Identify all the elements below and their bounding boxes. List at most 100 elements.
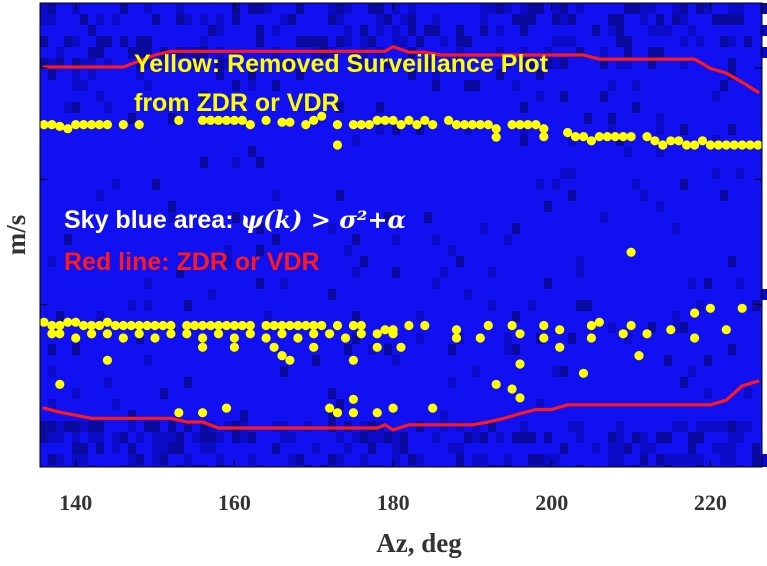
background-cell — [216, 58, 224, 69]
background-cell — [568, 135, 576, 146]
background-cell — [568, 36, 576, 47]
background-cell — [472, 432, 480, 443]
background-cell — [104, 102, 112, 113]
data-point — [174, 408, 184, 418]
background-cell — [400, 14, 408, 25]
background-cell — [664, 355, 672, 366]
background-cell — [496, 69, 504, 80]
background-cell — [240, 410, 248, 421]
data-point — [63, 317, 73, 327]
data-point — [372, 342, 382, 352]
data-point — [459, 120, 470, 130]
background-cell — [728, 443, 736, 454]
background-cell — [656, 432, 664, 443]
background-cell — [464, 124, 472, 135]
data-point — [404, 320, 414, 331]
background-cell — [648, 443, 656, 454]
background-cell — [304, 36, 312, 47]
background-cell — [200, 465, 208, 467]
data-point — [515, 329, 525, 339]
background-cell — [336, 454, 344, 465]
background-cell — [168, 443, 176, 454]
background-cell — [176, 267, 184, 278]
data-point — [269, 342, 279, 352]
background-cell — [288, 454, 296, 465]
background-cell — [376, 25, 384, 36]
background-cell — [120, 3, 128, 14]
background-cell — [432, 278, 440, 289]
background-cell — [464, 289, 472, 300]
background-cell — [48, 432, 56, 443]
background-cell — [512, 80, 520, 91]
x-tick-label: 180 — [377, 490, 410, 515]
background-cell — [536, 454, 544, 465]
background-cell — [688, 432, 696, 443]
background-cell — [56, 421, 64, 432]
background-cell — [80, 58, 88, 69]
background-cell — [424, 212, 432, 223]
data-point — [428, 120, 438, 130]
background-cell — [608, 80, 616, 91]
background-cell — [352, 333, 360, 344]
background-cell — [168, 421, 176, 432]
background-cell — [128, 443, 136, 454]
background-cell — [56, 311, 64, 322]
background-cell — [616, 14, 624, 25]
data-point — [198, 333, 208, 343]
background-cell — [184, 14, 192, 25]
data-point — [317, 111, 327, 121]
background-cell — [184, 377, 192, 388]
background-cell — [688, 366, 696, 377]
x-tick-label: 140 — [59, 490, 92, 515]
data-point — [245, 320, 255, 331]
data-point — [332, 120, 343, 130]
background-cell — [112, 399, 120, 410]
background-cell — [232, 212, 240, 223]
background-cell — [672, 421, 680, 432]
background-cell — [128, 300, 136, 311]
background-cell — [640, 432, 648, 443]
background-cell — [360, 465, 368, 467]
background-cell — [152, 14, 160, 25]
background-cell — [304, 465, 312, 467]
background-cell — [40, 14, 48, 25]
background-cell — [160, 454, 168, 465]
background-cell — [128, 113, 136, 124]
yellow-points — [39, 111, 763, 418]
background-cell — [472, 465, 480, 467]
background-cell — [48, 69, 56, 80]
data-point — [348, 320, 358, 331]
background-cell — [656, 14, 664, 25]
background-cell — [248, 146, 256, 157]
background-cell — [568, 190, 576, 201]
background-cell — [440, 410, 448, 421]
background-cell — [584, 300, 592, 311]
data-point — [245, 329, 255, 339]
background-cell — [480, 14, 488, 25]
data-point — [237, 320, 247, 331]
background-cell — [400, 432, 408, 443]
background-cell — [608, 124, 616, 135]
data-point — [634, 351, 644, 361]
data-point — [721, 325, 731, 335]
background-cell — [616, 443, 624, 454]
data-point — [47, 320, 57, 331]
background-cell — [544, 432, 552, 443]
background-cell — [560, 14, 568, 25]
background-cell — [624, 443, 632, 454]
data-point — [71, 120, 81, 130]
background-cell — [664, 454, 672, 465]
background-cell — [64, 234, 72, 245]
y-axis — [40, 67, 762, 306]
data-point — [221, 320, 232, 331]
background-cell — [384, 14, 392, 25]
background-cell — [520, 102, 528, 113]
data-point — [348, 355, 358, 365]
background-cell — [616, 432, 624, 443]
background-cell — [344, 245, 352, 256]
data-point — [697, 136, 708, 146]
background-cell — [608, 14, 616, 25]
background-cell — [432, 25, 440, 36]
background-cell — [696, 454, 704, 465]
data-point — [467, 120, 477, 130]
